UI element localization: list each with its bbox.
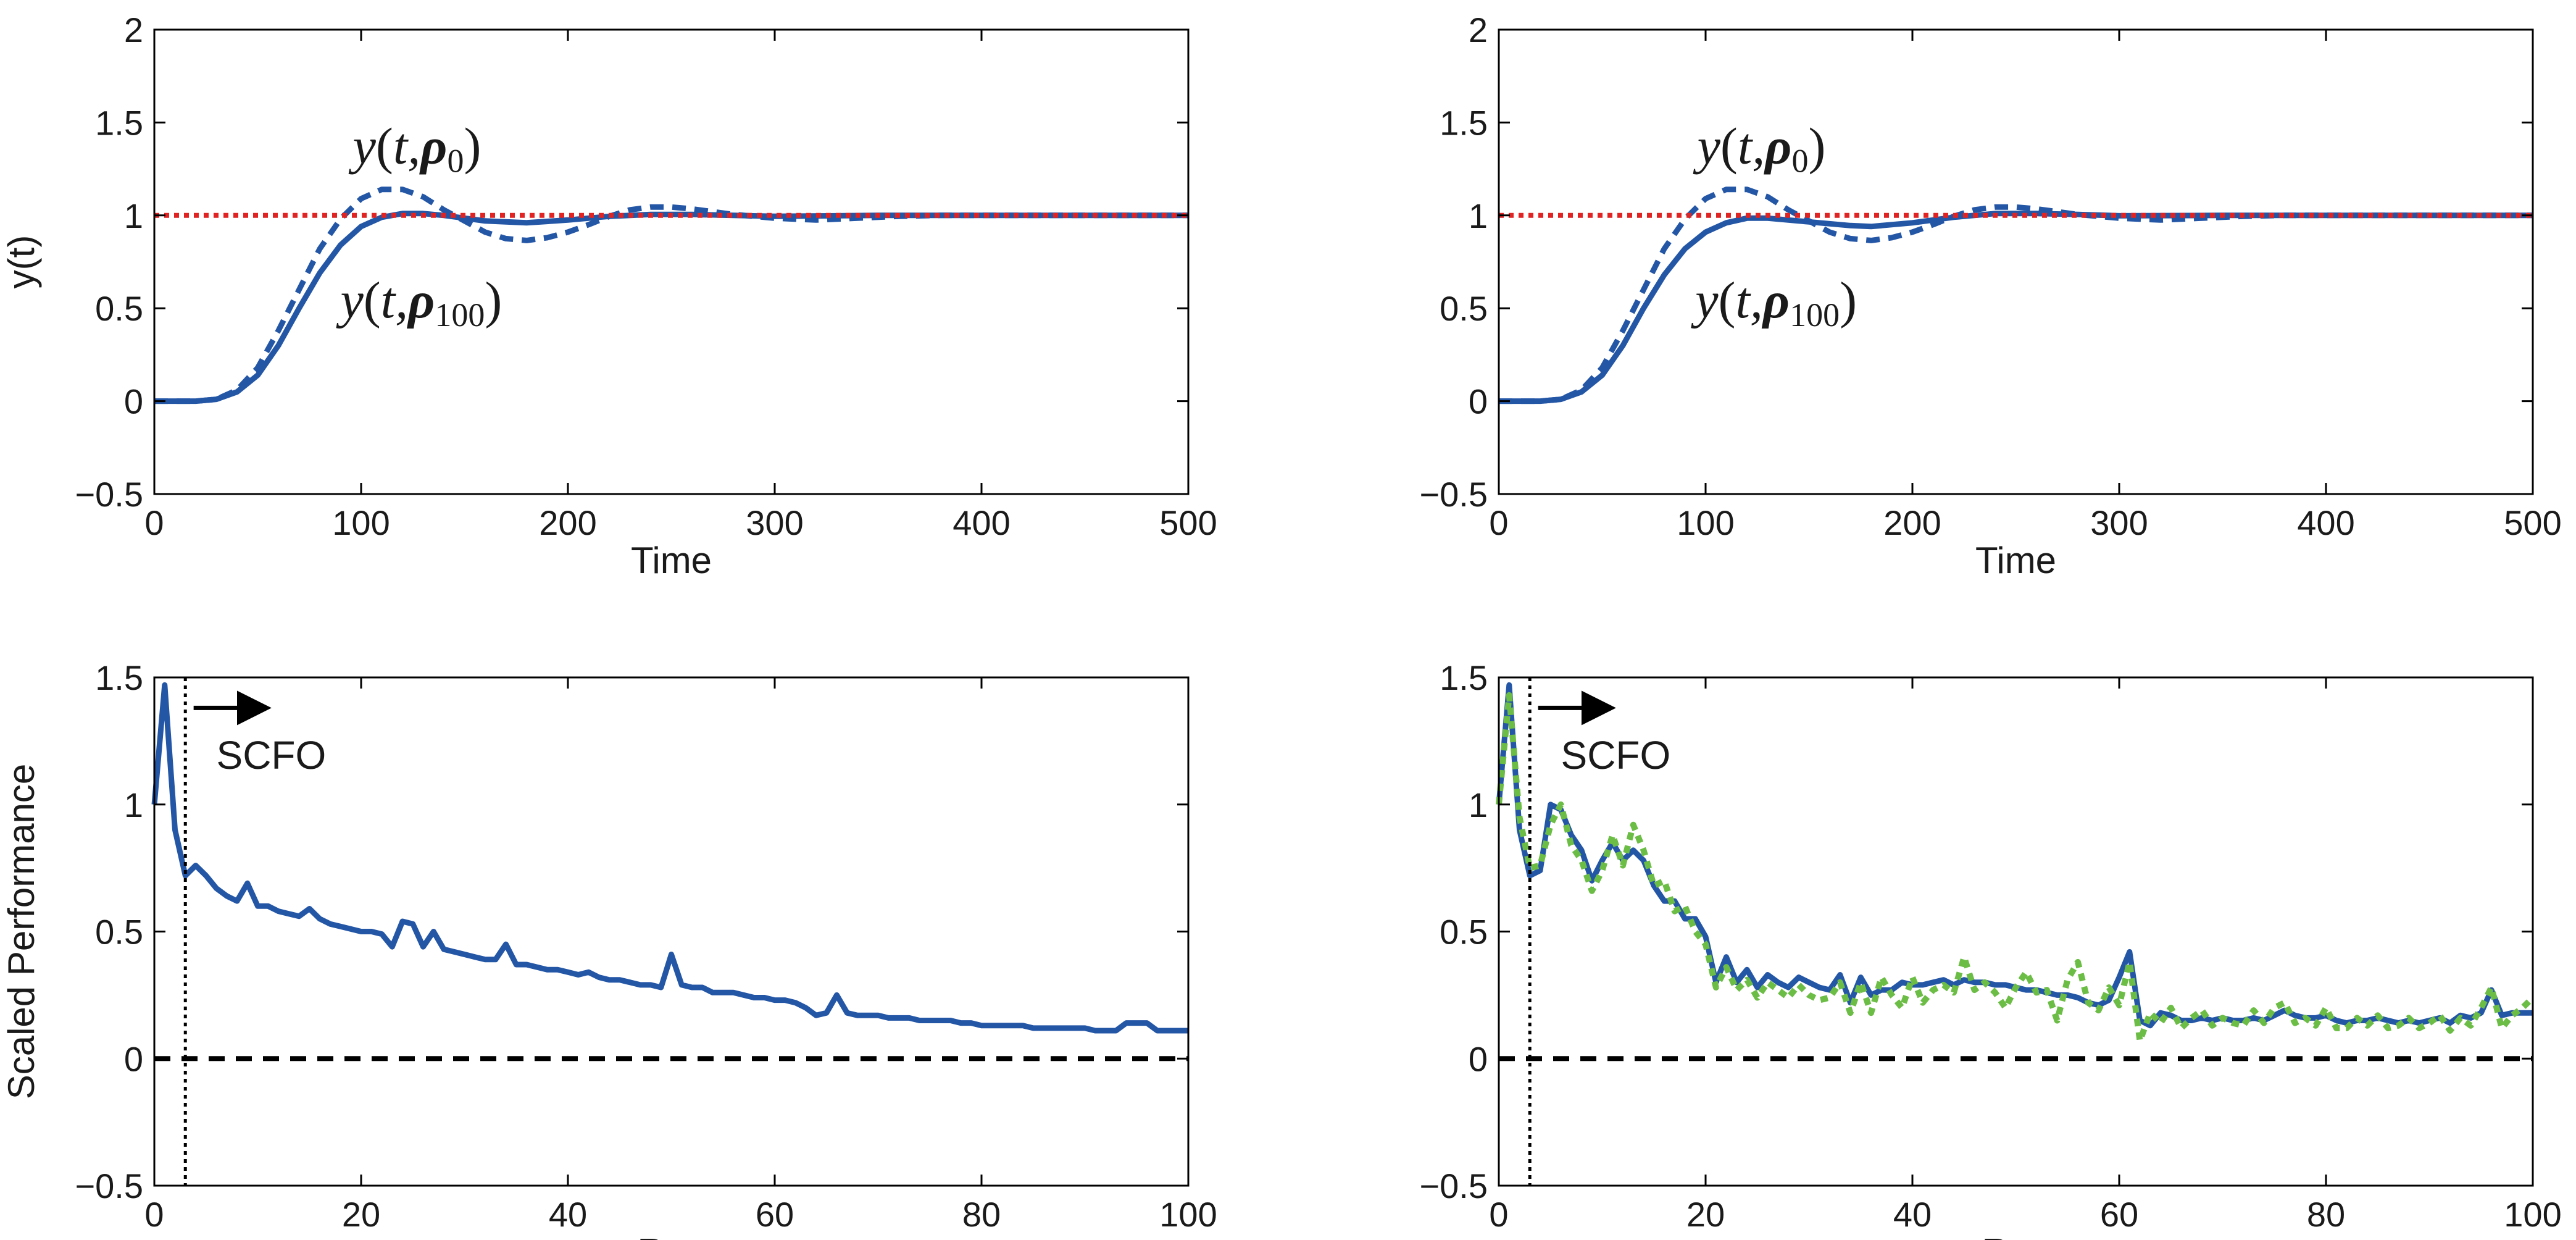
x-axis-label: Run (1982, 1231, 2049, 1240)
x-tick-label: 100 (2504, 1195, 2561, 1234)
y-tick-label: 1 (124, 785, 143, 824)
x-tick-label: 40 (1893, 1195, 1932, 1234)
y-tick-label: 0.5 (1440, 289, 1488, 328)
x-axis-label: Run (637, 1231, 705, 1240)
x-tick-label: 0 (1489, 503, 1508, 542)
y-tick-label: 0.5 (95, 289, 143, 328)
y-tick-label: 0 (124, 1039, 143, 1078)
y-tick-label: 1.5 (95, 103, 143, 142)
y-tick-label: 2 (124, 10, 143, 49)
series-line-y-t-100- (1499, 211, 2533, 404)
plot-area (154, 677, 1188, 1186)
scfo-label: SCFO (1561, 733, 1671, 777)
x-tick-label: 300 (746, 503, 803, 542)
x-tick-label: 80 (962, 1195, 1001, 1234)
x-tick-label: 300 (2090, 503, 2148, 542)
axes-frame (153, 28, 1190, 495)
x-tick-label: 500 (1159, 503, 1217, 542)
y-tick-label: 0 (124, 382, 143, 421)
x-tick-label: 80 (2307, 1195, 2345, 1234)
x-tick-label: 0 (1489, 1195, 1508, 1234)
series-line-performance (151, 682, 1188, 1034)
y-tick-label: 1 (124, 196, 143, 235)
series-line-performance-green- (1496, 692, 2535, 1044)
series-annotation: y(t,ρ100) (336, 272, 502, 333)
y-tick-label: 1 (1469, 196, 1488, 235)
x-tick-label: 200 (539, 503, 596, 542)
x-tick-label: 200 (1883, 503, 1941, 542)
y-tick-label: 1.5 (1440, 103, 1488, 142)
axes-frame (1498, 28, 2534, 495)
y-tick-label: −0.5 (75, 475, 143, 514)
y-tick-label: −0.5 (1419, 1167, 1488, 1205)
scfo-label: SCFO (217, 733, 327, 777)
x-tick-label: 20 (342, 1195, 380, 1234)
x-tick-label: 60 (756, 1195, 794, 1234)
y-tick-label: 0 (1469, 1039, 1488, 1078)
y-tick-label: 0.5 (1440, 913, 1488, 952)
chart-top-right: 0 100 200 300 400 500−0.500.511.52Timey(t,ρ0)… (1419, 10, 2561, 581)
y-tick-label: −0.5 (75, 1167, 143, 1205)
plot-area (1499, 30, 2533, 494)
y-axis-label: y(t) (1, 235, 42, 289)
x-tick-label: 400 (952, 503, 1010, 542)
series-annotation: y(t,ρ100) (1690, 272, 1857, 333)
y-tick-label: −0.5 (1419, 475, 1488, 514)
x-tick-label: 60 (2100, 1195, 2138, 1234)
x-tick-label: 500 (2504, 503, 2561, 542)
x-tick-label: 100 (1159, 1195, 1217, 1234)
y-tick-label: 2 (1469, 10, 1488, 49)
y-tick-label: 1.5 (95, 658, 143, 697)
x-tick-label: 0 (144, 1195, 164, 1234)
x-axis-label: Time (1975, 540, 2056, 581)
y-axis-label: Scaled Performance (1, 764, 42, 1100)
x-tick-label: 20 (1686, 1195, 1725, 1234)
y-tick-label: 1 (1469, 785, 1488, 824)
x-tick-label: 400 (2297, 503, 2354, 542)
x-tick-label: 0 (144, 503, 164, 542)
series-annotation: y(t,ρ0) (1693, 118, 1826, 180)
chart-top-left: 0 100 200 300 400 500−0.500.511.52Timey(t)y(t… (1, 10, 1217, 581)
plot-area (1499, 677, 2533, 1186)
y-tick-label: 1.5 (1440, 658, 1488, 697)
x-axis-label: Time (631, 540, 712, 581)
series-annotation: y(t,ρ0) (348, 118, 481, 180)
y-tick-label: 0 (1469, 382, 1488, 421)
x-tick-label: 100 (332, 503, 390, 542)
y-tick-label: 0.5 (95, 913, 143, 952)
x-tick-label: 100 (1677, 503, 1734, 542)
x-tick-label: 40 (549, 1195, 587, 1234)
plot-area (154, 30, 1188, 494)
